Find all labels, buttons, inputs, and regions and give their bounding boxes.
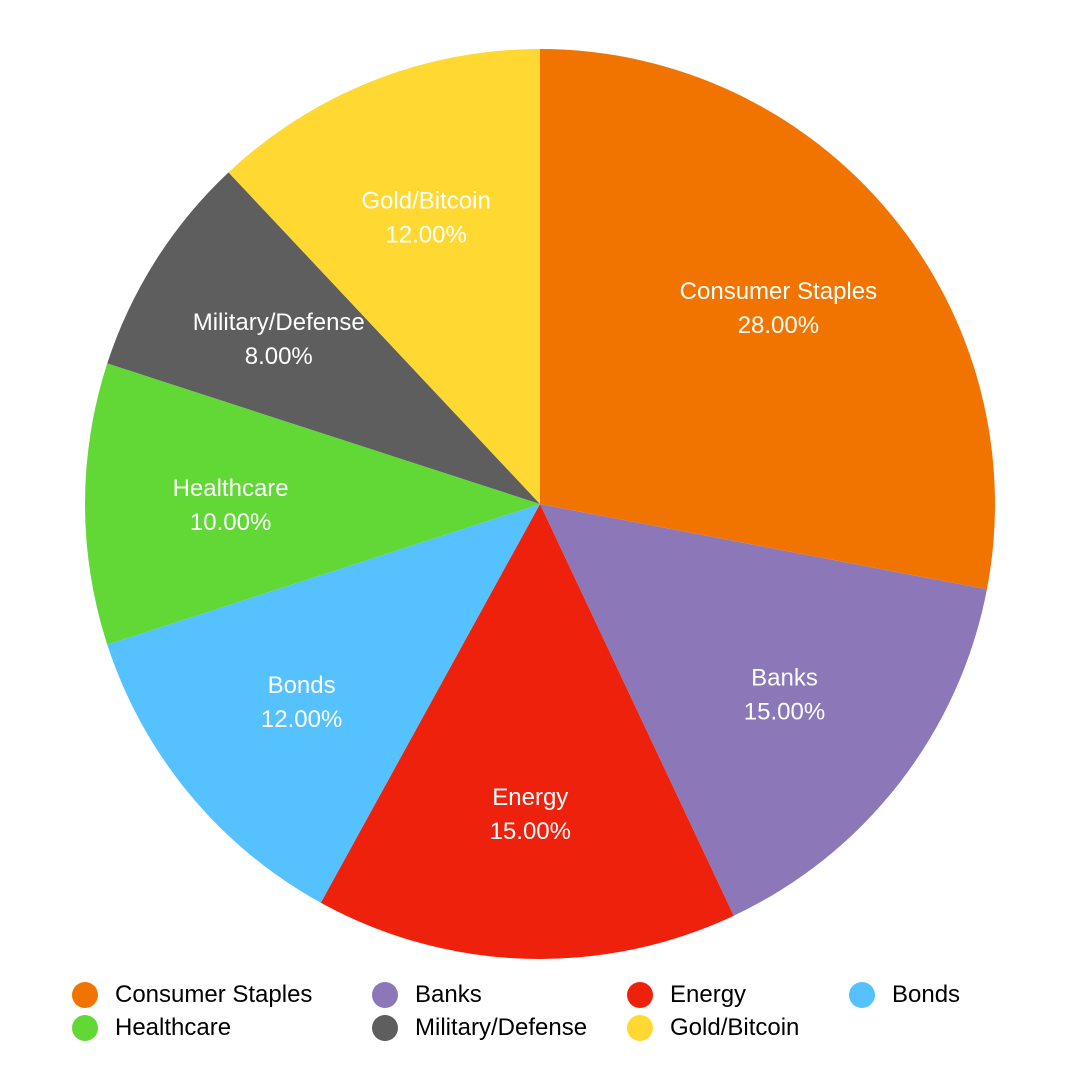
pie-slice-energy bbox=[320, 504, 734, 959]
pie-slice-military-defense bbox=[107, 172, 540, 504]
legend-item-gold-bitcoin: Gold/Bitcoin bbox=[627, 1014, 849, 1042]
legend-label: Bonds bbox=[892, 980, 961, 1008]
legend-item-bonds: Bonds bbox=[849, 981, 1009, 1009]
pie-slices bbox=[84, 49, 995, 959]
legend-item-energy: Energy bbox=[627, 981, 849, 1009]
legend-swatch bbox=[627, 981, 653, 1008]
legend-item-healthcare: Healthcare bbox=[72, 1014, 372, 1042]
legend-label: Banks bbox=[415, 980, 482, 1008]
legend-label: Military/Defense bbox=[415, 1013, 588, 1041]
slice-percent-label: 15.00% bbox=[744, 699, 825, 726]
pie-chart: Consumer Staples 28.00% Banks 15.00% Energy 1… bbox=[84, 49, 995, 959]
legend-swatch bbox=[627, 1014, 653, 1041]
legend-row: Healthcare Military/Defense Gold/Bitcoin bbox=[72, 1011, 1012, 1044]
legend-label: Consumer Staples bbox=[115, 980, 313, 1008]
pie-slice-gold-bitcoin bbox=[228, 49, 540, 504]
legend-item-consumer-staples: Consumer Staples bbox=[72, 981, 372, 1009]
legend-item-banks: Banks bbox=[372, 981, 627, 1009]
legend-swatch bbox=[372, 1014, 398, 1041]
legend-swatch bbox=[72, 981, 98, 1008]
legend-swatch bbox=[372, 981, 398, 1008]
slice-name-label: Healthcare bbox=[173, 475, 289, 502]
pie-slice-banks bbox=[540, 504, 987, 916]
slice-name-label: Energy bbox=[492, 784, 568, 811]
slice-name-label: Consumer Staples bbox=[680, 278, 877, 305]
slice-name-label: Bonds bbox=[268, 672, 336, 699]
legend-label: Energy bbox=[670, 980, 747, 1008]
slice-percent-label: 28.00% bbox=[738, 312, 819, 339]
slice-name-label: Banks bbox=[751, 665, 818, 692]
pie-slice-healthcare bbox=[84, 363, 540, 645]
slice-name-label: Military/Defense bbox=[193, 309, 365, 336]
slice-percent-label: 15.00% bbox=[490, 818, 571, 845]
pie-slice-consumer-staples bbox=[540, 49, 995, 590]
legend-swatch bbox=[72, 1014, 98, 1041]
pie-labels: Consumer Staples 28.00% Banks 15.00% Energy 1… bbox=[173, 187, 878, 845]
legend: Consumer Staples Banks Energy Bonds Healthca… bbox=[72, 978, 1012, 1044]
slice-percent-label: 8.00% bbox=[245, 343, 313, 370]
legend-swatch bbox=[849, 981, 875, 1008]
slice-percent-label: 12.00% bbox=[261, 706, 342, 733]
legend-row: Consumer Staples Banks Energy Bonds bbox=[72, 978, 1012, 1011]
slice-name-label: Gold/Bitcoin bbox=[361, 187, 490, 214]
slice-percent-label: 12.00% bbox=[385, 221, 466, 248]
legend-item-military-defense: Military/Defense bbox=[372, 1014, 627, 1042]
legend-label: Gold/Bitcoin bbox=[670, 1013, 800, 1041]
legend-label: Healthcare bbox=[115, 1013, 232, 1041]
pie-slice-bonds bbox=[107, 504, 540, 903]
slice-percent-label: 10.00% bbox=[190, 509, 271, 536]
